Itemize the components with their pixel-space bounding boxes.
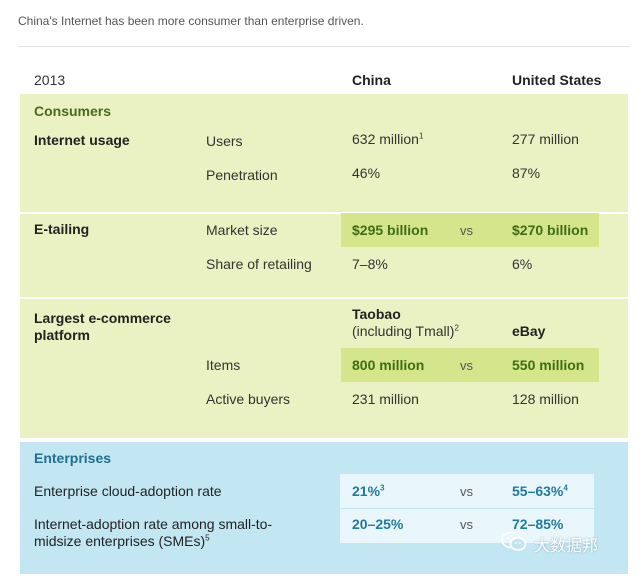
buyers-us: 128 million [512, 391, 579, 407]
consumers-title: Consumers [34, 103, 112, 119]
items-metric: Items [206, 357, 241, 373]
items-china: 800 million [352, 357, 425, 373]
enterprises-panel [20, 442, 628, 574]
china-platform-name: Taobao [352, 306, 401, 322]
section-separator [20, 297, 628, 299]
footnote-2: 2 [454, 323, 459, 333]
cloud-china: 21%3 [352, 483, 385, 499]
sme-adoption-highlight [340, 509, 594, 543]
footnote-5: 5 [205, 533, 210, 543]
vs-label: vs [460, 517, 473, 532]
sme-adoption-label: Internet-adoption rate among small-to-mi… [34, 516, 273, 549]
active-buyers-metric: Active buyers [206, 391, 291, 407]
section-separator [20, 212, 628, 214]
users-us: 277 million [512, 131, 579, 147]
share-of-retailing-metric: Share of retailing [206, 256, 312, 272]
figure-caption: China's Internet has been more consumer … [18, 14, 364, 28]
vs-label: vs [460, 358, 473, 373]
watermark: 大数据邦 [500, 530, 630, 556]
vs-label: vs [460, 484, 473, 499]
internet-usage-label: Internet usage [34, 132, 130, 148]
items-us: 550 million [512, 357, 585, 373]
share-china: 7–8% [352, 256, 388, 272]
items-highlight [341, 348, 599, 382]
penetration-metric: Penetration [206, 167, 278, 183]
enterprises-title: Enterprises [34, 450, 112, 466]
watermark-text: 大数据邦 [534, 538, 599, 555]
market-size-highlight [341, 213, 599, 247]
cloud-adoption-label: Enterprise cloud-adoption rate [34, 483, 222, 499]
header-year: 2013 [34, 72, 66, 88]
table-header: 2013 China United States [0, 72, 640, 92]
us-platform-name: eBay [512, 323, 546, 339]
largest-platform-label: Largest e-commerce platform [34, 310, 171, 343]
market-size-china: $295 billion [352, 222, 429, 238]
sme-china: 20–25% [352, 516, 404, 532]
caption-divider [18, 46, 630, 47]
market-size-metric: Market size [206, 222, 278, 238]
header-united-states: United States [512, 72, 602, 88]
footnote-4: 4 [563, 483, 568, 493]
footnote-1: 1 [418, 131, 424, 141]
wechat-icon [501, 531, 527, 551]
users-china: 632 million1 [352, 131, 424, 147]
users-metric: Users [206, 133, 243, 149]
cloud-adoption-highlight [340, 474, 594, 508]
vs-label: vs [460, 223, 473, 238]
header-china: China [352, 72, 391, 88]
market-size-us: $270 billion [512, 222, 589, 238]
sme-us: 72–85% [512, 516, 564, 532]
cloud-us: 55–63%4 [512, 483, 568, 499]
penetration-us: 87% [512, 165, 541, 181]
etailing-label: E-tailing [34, 221, 90, 237]
footnote-3: 3 [380, 483, 385, 493]
penetration-china: 46% [352, 165, 381, 181]
share-us: 6% [512, 256, 533, 272]
china-platform-sub: (including Tmall)2 [352, 323, 459, 339]
buyers-china: 231 million [352, 391, 419, 407]
